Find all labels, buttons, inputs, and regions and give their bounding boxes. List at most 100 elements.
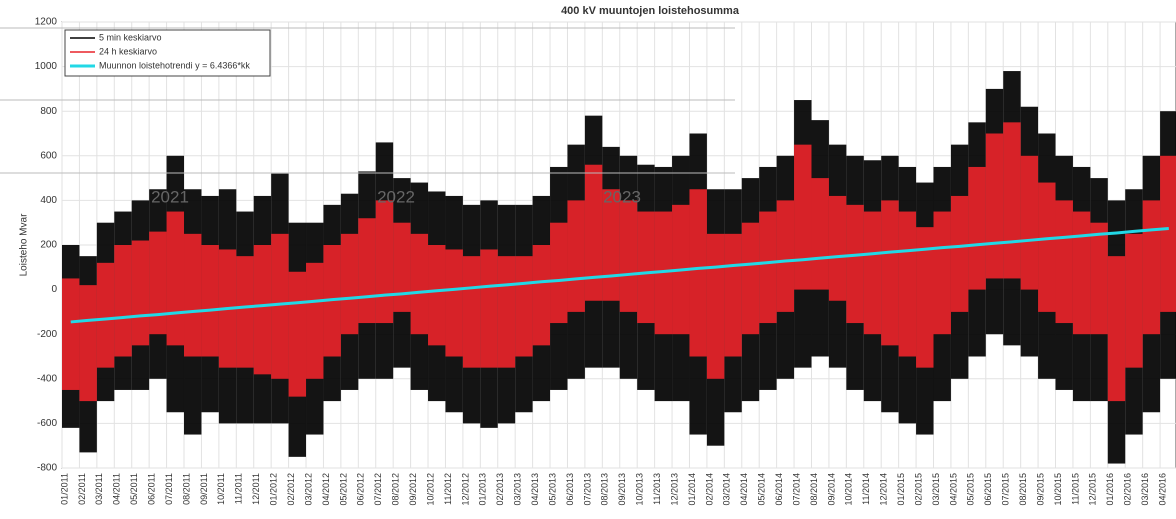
range-bar bbox=[62, 278, 80, 390]
x-tick-label: 05/2011 bbox=[129, 473, 139, 505]
range-bar bbox=[96, 262, 115, 368]
x-tick-label: 11/2012 bbox=[443, 473, 453, 505]
range-bar bbox=[428, 245, 446, 346]
x-tick-label: 06/2014 bbox=[774, 473, 784, 506]
x-tick-label: 01/2016 bbox=[1105, 473, 1115, 506]
x-tick-label: 05/2015 bbox=[966, 473, 976, 506]
x-tick-label: 04/2015 bbox=[948, 473, 958, 506]
x-tick-label: 07/2011 bbox=[164, 473, 174, 505]
range-bar bbox=[602, 189, 620, 301]
x-tick-label: 06/2015 bbox=[983, 473, 993, 506]
x-tick-label: 02/2012 bbox=[286, 473, 296, 506]
marks bbox=[62, 71, 1176, 464]
chart-title: 400 kV muuntojen loistehosumma bbox=[561, 5, 740, 17]
range-bar bbox=[480, 249, 498, 368]
x-tick-label: 02/2013 bbox=[495, 473, 505, 506]
x-tick-label: 04/2011 bbox=[112, 473, 122, 505]
x-tick-label: 10/2015 bbox=[1053, 473, 1063, 506]
x-tick-label: 11/2014 bbox=[861, 473, 871, 505]
range-bar bbox=[898, 211, 917, 357]
x-tick-label: 07/2014 bbox=[791, 473, 801, 506]
x-tick-label: 08/2014 bbox=[809, 473, 819, 506]
range-bar bbox=[637, 211, 655, 324]
range-bar bbox=[933, 211, 951, 335]
x-tick-label: 12/2014 bbox=[879, 473, 889, 506]
legend: 5 min keskiarvo 24 h keskiarvo Muunnon loi… bbox=[64, 29, 271, 77]
x-tick-label: 12/2015 bbox=[1088, 473, 1098, 506]
legend-label: 24 h keskiarvo bbox=[99, 46, 157, 56]
y-tick-label: -800 bbox=[37, 463, 57, 474]
range-bar bbox=[149, 231, 167, 335]
x-tick-label: 08/2012 bbox=[391, 473, 401, 506]
range-bar bbox=[201, 245, 219, 357]
range-bar bbox=[950, 195, 969, 312]
range-bar bbox=[828, 195, 847, 301]
range-bar bbox=[1020, 155, 1039, 290]
legend-label: 5 min keskiarvo bbox=[99, 32, 162, 42]
x-tick-label: 02/2015 bbox=[913, 473, 923, 506]
x-tick-label: 07/2015 bbox=[1001, 473, 1011, 506]
x-tick-label: 08/2013 bbox=[600, 473, 610, 506]
range-bar bbox=[846, 204, 864, 324]
x-tick-label: 03/2011 bbox=[94, 473, 104, 505]
range-bar bbox=[881, 200, 899, 346]
x-tick-label: 06/2013 bbox=[565, 473, 575, 506]
range-bar bbox=[393, 222, 411, 312]
x-tick-label: 03/2013 bbox=[513, 473, 523, 506]
x-tick-label: 04/2016 bbox=[1157, 473, 1167, 506]
range-bar bbox=[166, 211, 185, 346]
range-bar bbox=[375, 200, 394, 324]
x-tick-label: 10/2014 bbox=[844, 473, 854, 506]
range-bar bbox=[253, 245, 272, 375]
range-bar bbox=[131, 240, 150, 346]
range-bar bbox=[985, 133, 1004, 279]
x-tick-label: 03/2015 bbox=[931, 473, 941, 506]
range-bar bbox=[706, 233, 725, 379]
x-tick-label: 03/2012 bbox=[303, 473, 313, 506]
y-tick-label: -200 bbox=[37, 329, 57, 340]
annotation: 2023 bbox=[603, 187, 641, 206]
annotation: 2022 bbox=[377, 187, 415, 206]
y-tick-label: 800 bbox=[40, 106, 57, 117]
range-bar bbox=[689, 189, 707, 357]
y-tick-label: -400 bbox=[37, 373, 57, 384]
x-tick-label: 02/2016 bbox=[1123, 473, 1133, 506]
x-tick-label: 05/2013 bbox=[547, 473, 557, 506]
y-tick-label: 0 bbox=[51, 284, 57, 295]
range-bar bbox=[410, 233, 429, 335]
legend-label: Muunnon loistehotrendi y = 6.4366*kk bbox=[99, 60, 250, 70]
x-tick-label: 11/2015 bbox=[1070, 473, 1080, 505]
range-bar bbox=[776, 200, 795, 312]
x-tick-label: 09/2015 bbox=[1035, 473, 1045, 506]
x-tick-label: 06/2011 bbox=[147, 473, 157, 505]
range-bar bbox=[340, 233, 359, 335]
range-bar bbox=[184, 233, 202, 357]
x-tick-label: 02/2011 bbox=[77, 473, 87, 505]
range-bar bbox=[445, 249, 463, 357]
range-bar bbox=[1072, 211, 1091, 335]
range-bar bbox=[1003, 122, 1021, 279]
range-bar bbox=[1038, 182, 1056, 312]
y-tick-label: 1000 bbox=[35, 61, 58, 72]
range-bar bbox=[863, 211, 882, 335]
range-bar bbox=[1090, 222, 1108, 335]
range-bar bbox=[584, 164, 603, 301]
x-tick-label: 10/2013 bbox=[635, 473, 645, 506]
range-bar bbox=[1107, 256, 1126, 402]
y-tick-label: 400 bbox=[40, 195, 57, 206]
range-bar bbox=[236, 256, 254, 368]
x-tick-label: 10/2012 bbox=[425, 473, 435, 506]
range-bar bbox=[567, 200, 585, 312]
range-bar bbox=[724, 233, 742, 357]
x-tick-label: 01/2014 bbox=[687, 473, 697, 506]
x-tick-label: 07/2012 bbox=[373, 473, 383, 506]
y-tick-label: 200 bbox=[40, 240, 57, 251]
range-bar bbox=[741, 222, 760, 335]
legend-box bbox=[64, 29, 271, 77]
range-bar bbox=[1142, 200, 1161, 335]
x-tick-label: 09/2012 bbox=[408, 473, 418, 506]
range-bar bbox=[532, 245, 551, 346]
y-tick-label: 1200 bbox=[35, 17, 58, 28]
range-bar bbox=[515, 256, 533, 357]
